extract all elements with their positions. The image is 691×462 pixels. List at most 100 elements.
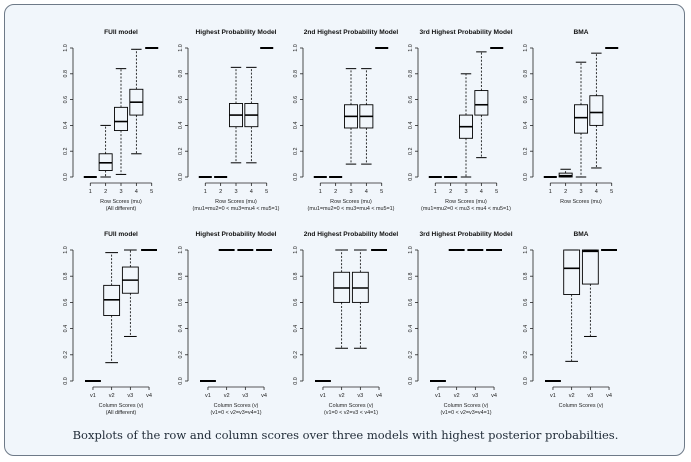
y-tick-label: 0.8 [523, 272, 529, 280]
y-tick-label: 0.4 [293, 122, 299, 129]
y-tick-label: 0.4 [63, 122, 69, 129]
panel-title: FUll model [104, 29, 138, 36]
box-v3 [351, 249, 369, 349]
x-tick-label: 3 [349, 189, 352, 195]
y-tick-label: 0.6 [408, 96, 414, 104]
x-tick-label: 2 [449, 189, 452, 195]
panel-title: Highest Probability Model [196, 29, 277, 36]
panel-title: FUll model [104, 231, 138, 238]
y-tick-label: 0.6 [178, 96, 184, 104]
box-3 [229, 66, 243, 164]
x-axis-sublabel: (v1=0 < v2=v3 < v4=1) [324, 410, 378, 416]
x-axis-sublabel: (v1=0 < v2=v3=v4=1) [210, 410, 261, 416]
y-tick-label: 0.0 [63, 173, 69, 181]
y-tick-label: 0.4 [408, 325, 414, 333]
x-tick-label: v2 [339, 393, 345, 399]
y-tick-label: 0.2 [408, 147, 414, 155]
x-tick-label: v1 [550, 393, 556, 399]
x-tick-label: v3 [127, 393, 133, 399]
y-tick-label: 0.2 [293, 147, 299, 155]
x-tick-label: v1 [435, 393, 441, 399]
y-tick-label: 0.2 [408, 351, 414, 359]
y-tick-label: 0.6 [523, 96, 529, 104]
x-tick-label: 4 [480, 189, 483, 195]
x-tick-label: 2 [219, 189, 222, 195]
y-tick-label: 0.8 [408, 70, 414, 78]
x-tick-label: v4 [376, 393, 382, 399]
y-tick-label: 0.4 [63, 325, 69, 333]
y-tick-label: 1.0 [293, 44, 299, 52]
x-tick-label: v3 [242, 393, 248, 399]
x-axis-sublabel: (All different) [106, 206, 137, 212]
x-tick-label: 4 [595, 189, 598, 195]
y-tick-label: 0.6 [293, 299, 299, 307]
boxplot-panel: Highest Probability Model 0.0 0.2 0.4 0.6 0.8… [178, 231, 277, 416]
x-tick-label: 3 [234, 189, 237, 195]
panel-title: BMA [573, 231, 588, 238]
y-tick-label: 0.6 [63, 299, 69, 307]
box-v3 [121, 249, 139, 337]
box-3 [114, 68, 128, 175]
x-axis-sublabel: (v1=0 < v2=v3=v4=1) [440, 410, 491, 416]
x-tick-label: 1 [319, 189, 322, 195]
x-tick-label: v2 [109, 393, 115, 399]
y-tick-label: 0.0 [178, 173, 184, 181]
y-tick-label: 0.0 [178, 377, 184, 385]
y-tick-label: 0.6 [63, 96, 69, 104]
y-tick-label: 0.8 [178, 70, 184, 78]
y-tick-label: 0.6 [523, 299, 529, 307]
box-v2 [103, 252, 121, 364]
panel-title: Highest Probability Model [196, 231, 277, 238]
box-2 [98, 124, 113, 178]
y-tick-label: 0.6 [178, 299, 184, 307]
x-axis-label: Row Scores (mu) [215, 199, 257, 205]
x-axis-label: Column Scores (v) [99, 403, 144, 409]
y-tick-label: 0.2 [178, 147, 184, 155]
y-tick-label: 0.4 [178, 122, 184, 129]
x-axis-label: Row Scores (mu) [100, 199, 142, 205]
y-tick-label: 0.0 [408, 377, 414, 385]
y-tick-label: 1.0 [293, 246, 299, 254]
x-axis-label: Row Scores (mu) [560, 199, 602, 205]
y-tick-label: 0.4 [178, 325, 184, 333]
x-tick-label: 5 [610, 189, 613, 195]
y-tick-label: 0.2 [523, 351, 529, 359]
y-tick-label: 0.2 [63, 351, 69, 359]
x-axis-label: Row Scores (mu) [330, 199, 372, 205]
x-tick-label: v2 [569, 393, 575, 399]
y-tick-label: 0.0 [293, 377, 299, 385]
y-tick-label: 1.0 [178, 246, 184, 254]
box-4 [129, 48, 144, 155]
box-4 [244, 66, 259, 164]
x-tick-label: v1 [205, 393, 211, 399]
y-tick-label: 0.0 [408, 173, 414, 181]
box-v2 [333, 249, 351, 349]
box-v3 [581, 249, 599, 337]
y-tick-label: 0.8 [293, 272, 299, 280]
box-body [114, 106, 128, 132]
x-axis-sublabel: (All different) [106, 410, 137, 416]
x-axis-label: Row Scores (mu) [445, 199, 487, 205]
x-tick-label: v3 [587, 393, 593, 399]
x-tick-label: 3 [464, 189, 467, 195]
panel-title: 2nd Highest Probability Model [304, 29, 399, 36]
y-tick-label: 1.0 [408, 44, 414, 52]
x-axis-label: Column Scores (v) [444, 403, 489, 409]
box-4 [474, 51, 489, 159]
y-tick-label: 0.8 [178, 272, 184, 280]
x-tick-label: 4 [135, 189, 138, 195]
x-tick-label: v2 [224, 393, 230, 399]
y-tick-label: 0.0 [293, 173, 299, 181]
x-tick-label: v1 [320, 393, 326, 399]
panel-title: 3rd Highest Probability Model [419, 29, 512, 36]
box-4 [359, 68, 374, 165]
y-tick-label: 1.0 [408, 246, 414, 254]
boxplot-panel: BMA 0.0 0.2 0.4 0.6 0.8 1.0 1 2 3 4 5 Row Scores (mu… [523, 29, 619, 205]
figure-frame [4, 4, 685, 456]
x-tick-label: v4 [146, 393, 152, 399]
boxplot-panel: 2nd Highest Probability Model 0.0 0.2 0.4 0.… [293, 29, 398, 212]
x-tick-label: v1 [90, 393, 96, 399]
x-tick-label: v4 [606, 393, 612, 399]
y-tick-label: 0.4 [293, 325, 299, 333]
